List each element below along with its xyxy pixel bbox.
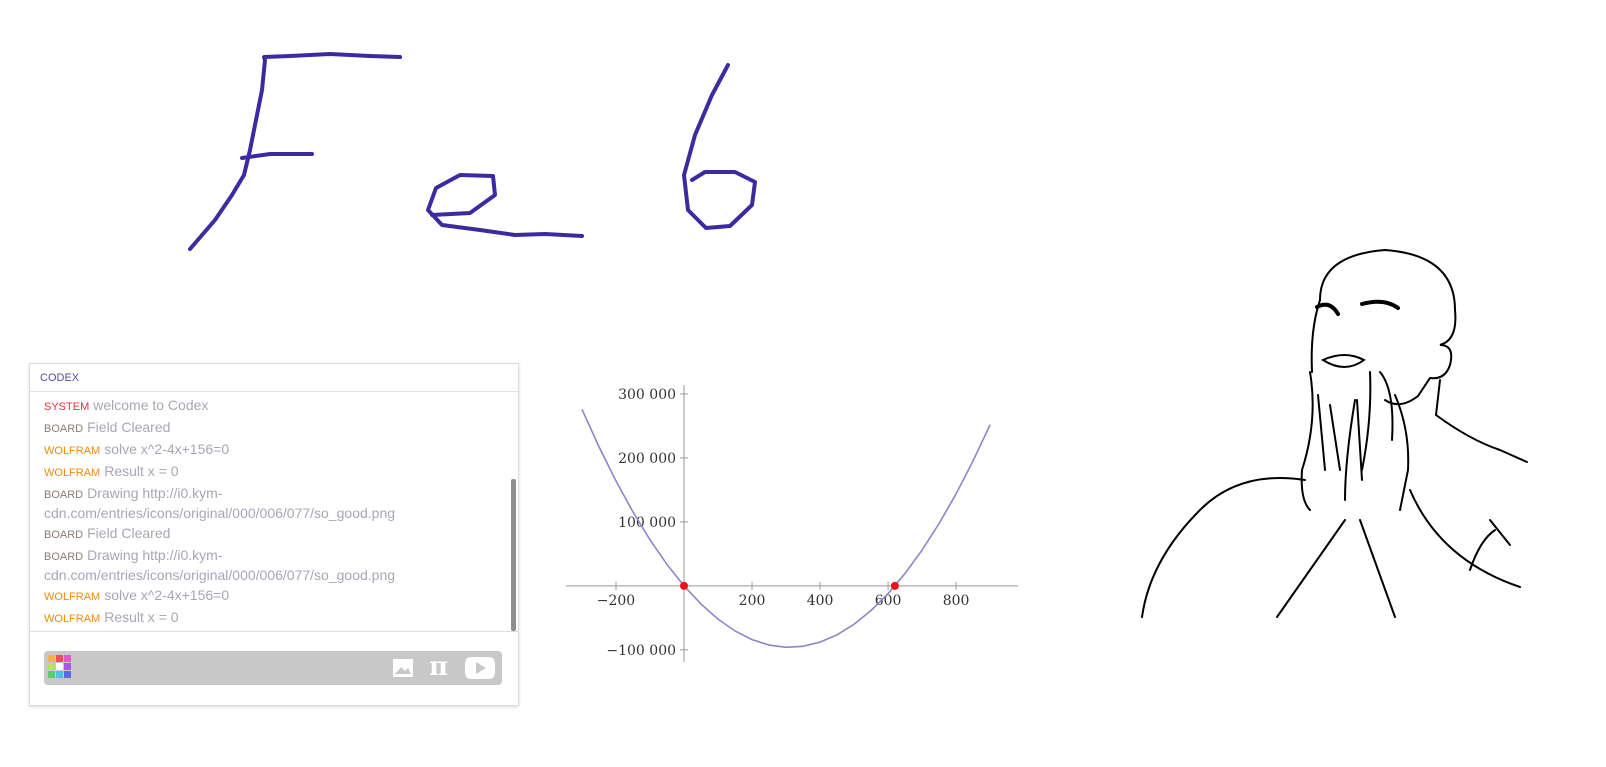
meme-drawing xyxy=(1141,248,1528,618)
left-hand xyxy=(1300,371,1356,511)
right-neck xyxy=(1434,379,1528,463)
chat-entry: WOLFRAM Result x = 0 xyxy=(44,462,434,482)
panel-title: CODEX xyxy=(30,364,518,392)
entry-text: solve x^2-4x+156=0 xyxy=(104,587,230,603)
scrollbar[interactable] xyxy=(511,479,516,631)
entry-source: BOARD xyxy=(44,423,84,435)
entry-text: solve x^2-4x+156=0 xyxy=(104,441,230,457)
curve xyxy=(581,408,991,649)
plot: −200 200 400 600 800 −100 000 100 000 200 000 30… xyxy=(566,385,1018,662)
x-tick-label: 200 xyxy=(739,593,766,609)
y-tick-label: −100 000 xyxy=(606,643,676,659)
stroke xyxy=(682,63,757,230)
entry-source: BOARD xyxy=(44,551,84,563)
chat-entry: SYSTEM welcome to Codex xyxy=(44,396,434,416)
entry-text: Result x = 0 xyxy=(104,609,179,625)
entry-source: BOARD xyxy=(44,529,84,541)
entry-source: WOLFRAM xyxy=(44,613,101,625)
video-icon[interactable] xyxy=(464,656,496,680)
entry-source: WOLFRAM xyxy=(44,445,101,457)
x-tick-label: −200 xyxy=(597,593,635,609)
input-bar[interactable]: π xyxy=(44,651,502,685)
chest xyxy=(1276,489,1521,618)
chat-entry: WOLFRAM solve x^2-4x+156=0 xyxy=(44,440,434,460)
chat-entry: WOLFRAM solve x^2-4x+156=0 xyxy=(44,586,434,606)
x-tick-label: 800 xyxy=(943,593,970,609)
entry-source: WOLFRAM xyxy=(44,467,101,479)
entry-text: welcome to Codex xyxy=(93,397,209,413)
y-tick-label: 100 000 xyxy=(618,515,676,531)
root-point xyxy=(890,581,899,590)
x-tick-label: 600 xyxy=(875,593,902,609)
eye xyxy=(1360,299,1400,310)
image-icon[interactable] xyxy=(392,658,414,678)
handwriting xyxy=(188,52,757,251)
stroke xyxy=(188,52,402,251)
entry-source: SYSTEM xyxy=(44,401,90,413)
y-tick-label: 300 000 xyxy=(618,387,676,403)
stroke xyxy=(426,173,584,238)
chat-entry: WOLFRAM Result x = 0 xyxy=(44,608,434,628)
entry-text: Drawing http://i0.kym-cdn.com/entries/ic… xyxy=(44,485,396,521)
color-palette[interactable] xyxy=(44,651,84,685)
entry-text: Field Cleared xyxy=(87,419,171,435)
right-hand xyxy=(1356,371,1410,511)
entry-text: Drawing http://i0.kym-cdn.com/entries/ic… xyxy=(44,547,396,583)
chat-entry: SYSTEMPencil size changed to 5 xyxy=(44,630,434,632)
hair xyxy=(1469,519,1511,571)
y-tick-label: 200 000 xyxy=(618,451,676,467)
entry-text: Result x = 0 xyxy=(104,463,179,479)
stroke xyxy=(240,152,314,160)
x-tick-label: 400 xyxy=(807,593,834,609)
chat-entry: BOARD Field Cleared xyxy=(44,418,434,438)
head xyxy=(1319,248,1457,406)
entry-text: Field Cleared xyxy=(87,525,171,541)
mouth xyxy=(1320,354,1366,368)
eye xyxy=(1315,302,1340,316)
face-side xyxy=(1310,299,1321,373)
math-icon[interactable]: π xyxy=(429,652,449,682)
root-point xyxy=(680,581,689,590)
entry-source: WOLFRAM xyxy=(44,591,101,603)
entry-text: Pencil size changed to 5 xyxy=(93,631,245,632)
left-shoulder xyxy=(1141,477,1306,618)
chat-log: SYSTEM welcome to Codex BOARD Field Cleared… xyxy=(30,394,518,632)
entry-source: BOARD xyxy=(44,489,84,501)
chat-entry: BOARD Drawing http://i0.kym-cdn.com/entri… xyxy=(44,484,434,522)
chat-entry: BOARD Drawing http://i0.kym-cdn.com/entri… xyxy=(44,546,434,584)
chat-entry: BOARD Field Cleared xyxy=(44,524,434,544)
chat-panel: CODEX SYSTEM welcome to Codex BOARD Field C… xyxy=(29,363,519,706)
